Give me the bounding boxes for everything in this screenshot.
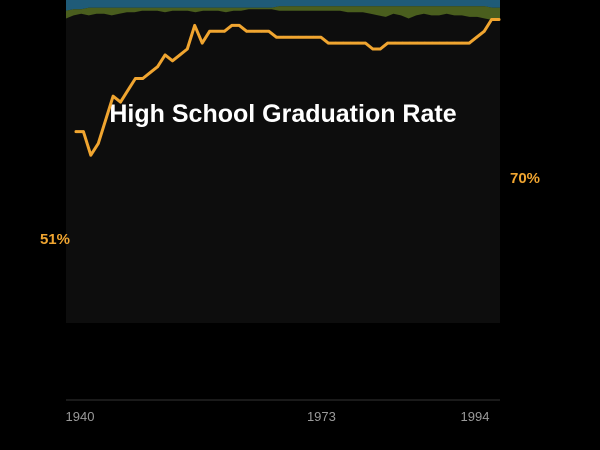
data-point (289, 35, 293, 39)
data-point (408, 41, 412, 45)
plot-panel (66, 0, 500, 323)
data-point (475, 35, 479, 39)
data-point (82, 130, 85, 133)
data-point (341, 41, 345, 45)
data-point (327, 41, 330, 45)
data-point (275, 35, 278, 39)
data-point (319, 35, 323, 39)
data-point (193, 24, 196, 27)
data-point (386, 41, 390, 45)
data-point (453, 41, 456, 45)
x-tick-label: 1940 (66, 409, 95, 424)
data-point (297, 35, 300, 39)
data-point (97, 142, 100, 145)
data-point (119, 100, 122, 104)
data-point (349, 41, 352, 45)
data-point (230, 24, 234, 27)
data-point (126, 89, 130, 92)
data-point (74, 130, 78, 133)
data-point (401, 41, 404, 45)
data-point (260, 30, 263, 33)
data-point (356, 41, 360, 45)
start-value-label: 51% (40, 231, 70, 248)
data-point (245, 30, 248, 33)
data-point (468, 41, 471, 45)
data-point (445, 41, 449, 45)
data-point (267, 30, 271, 33)
data-point (490, 18, 493, 21)
data-point (252, 30, 256, 33)
data-point (156, 65, 159, 68)
background-bands (66, 0, 500, 20)
data-point (141, 77, 145, 80)
data-point (334, 41, 338, 45)
data-point (497, 18, 501, 21)
data-point (223, 30, 226, 33)
data-point (282, 35, 286, 39)
data-point (438, 41, 441, 45)
data-point (482, 30, 486, 33)
data-point (200, 41, 204, 45)
x-axis-ticks: 1940 1973 1994 (66, 409, 490, 424)
data-point (111, 94, 115, 98)
end-value-label: 70% (510, 170, 540, 187)
data-point (104, 118, 107, 122)
data-point (148, 71, 152, 74)
top-band-area (66, 0, 500, 11)
chart-title: High School Graduation Rate (109, 100, 456, 128)
data-point (215, 30, 219, 33)
data-point (312, 35, 315, 39)
data-point (371, 47, 375, 51)
data-point (238, 24, 241, 27)
data-point (416, 41, 419, 45)
data-point (304, 35, 308, 39)
data-point (171, 59, 174, 63)
data-point (379, 47, 382, 51)
data-point (208, 30, 211, 33)
data-point (89, 153, 93, 157)
series-group (74, 18, 501, 157)
data-point (460, 41, 464, 45)
data-point (134, 77, 137, 80)
x-tick-label: 1994 (461, 409, 490, 424)
x-tick-label: 1973 (307, 409, 336, 424)
data-point (364, 41, 367, 45)
middle-band-area (66, 6, 500, 20)
data-point (163, 53, 167, 57)
data-point (423, 41, 427, 45)
data-point (186, 47, 189, 51)
data-point (178, 53, 182, 57)
data-point (430, 41, 434, 45)
graduation-rate-line (74, 18, 501, 157)
data-point (393, 41, 397, 45)
